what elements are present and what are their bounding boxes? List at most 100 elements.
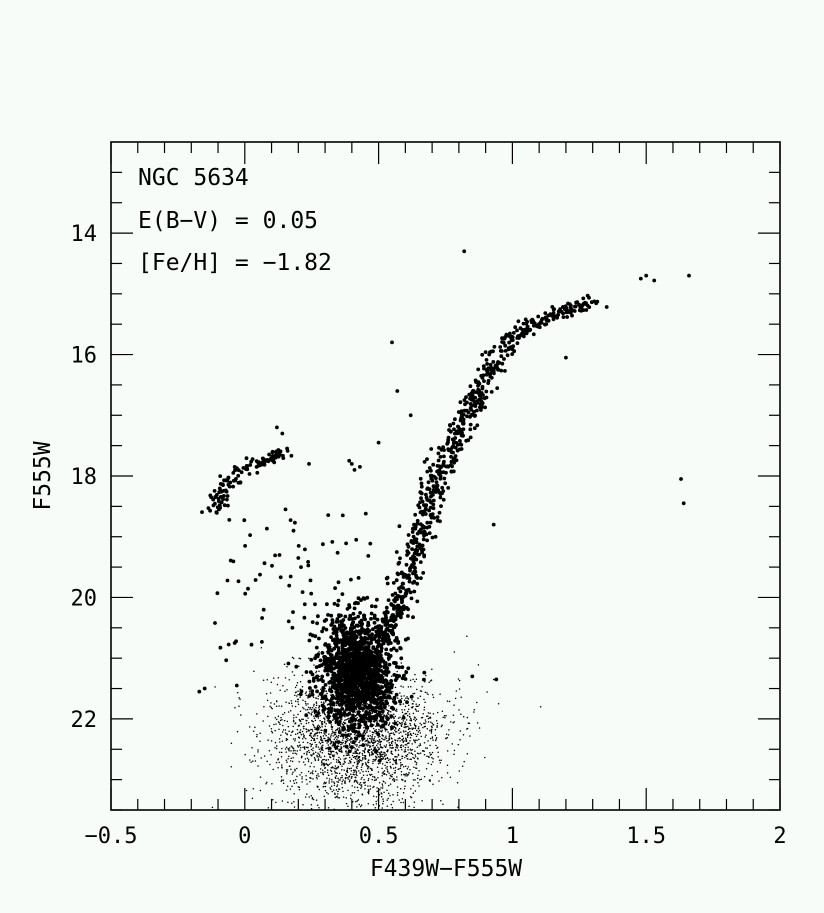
faint-star-point bbox=[400, 773, 403, 776]
faint-star-point bbox=[400, 695, 403, 697]
faint-star-point bbox=[466, 716, 469, 719]
faint-star-point bbox=[381, 763, 384, 765]
faint-star-point bbox=[469, 735, 471, 737]
faint-star-point bbox=[406, 734, 409, 737]
star-point bbox=[425, 469, 430, 474]
star-point bbox=[367, 634, 372, 638]
star-point bbox=[494, 677, 499, 682]
faint-star-point bbox=[332, 731, 334, 734]
faint-star-point bbox=[327, 807, 330, 809]
star-point bbox=[515, 341, 520, 346]
faint-star-point bbox=[293, 720, 295, 723]
star-point bbox=[340, 670, 345, 675]
star-point bbox=[346, 682, 350, 687]
faint-star-point bbox=[310, 708, 313, 711]
faint-star-point bbox=[367, 720, 369, 723]
star-point bbox=[380, 724, 384, 728]
star-point bbox=[336, 669, 341, 674]
star-point bbox=[419, 576, 423, 580]
faint-star-point bbox=[312, 724, 315, 727]
faint-star-point bbox=[256, 735, 258, 738]
faint-star-point bbox=[337, 781, 340, 783]
star-point bbox=[373, 709, 378, 714]
faint-star-point bbox=[276, 683, 279, 686]
faint-star-point bbox=[410, 706, 413, 709]
faint-star-point bbox=[332, 719, 334, 722]
star-point bbox=[363, 511, 368, 516]
star-point bbox=[234, 467, 238, 472]
faint-star-point bbox=[402, 720, 405, 722]
faint-star-point bbox=[324, 771, 326, 773]
star-point bbox=[352, 725, 356, 730]
faint-star-point bbox=[302, 718, 304, 721]
faint-star-point bbox=[417, 705, 419, 707]
faint-star-point bbox=[277, 677, 280, 679]
faint-star-point bbox=[381, 783, 384, 785]
faint-star-point bbox=[394, 686, 397, 689]
star-point bbox=[406, 587, 411, 592]
star-point bbox=[376, 672, 381, 677]
faint-star-point bbox=[411, 743, 413, 745]
star-point bbox=[347, 711, 352, 716]
faint-star-point bbox=[354, 769, 356, 771]
faint-star-point bbox=[413, 700, 415, 703]
star-point bbox=[386, 652, 391, 657]
faint-star-point bbox=[335, 729, 337, 732]
faint-star-point bbox=[420, 735, 423, 738]
faint-star-point bbox=[371, 734, 374, 736]
faint-star-point bbox=[313, 708, 315, 710]
star-point bbox=[491, 522, 496, 527]
star-point bbox=[335, 550, 340, 555]
star-point bbox=[353, 672, 358, 677]
star-point bbox=[386, 619, 390, 624]
faint-star-point bbox=[382, 756, 384, 758]
star-point bbox=[470, 412, 474, 417]
faint-star-point bbox=[320, 737, 323, 740]
star-point bbox=[357, 722, 362, 727]
faint-star-point bbox=[348, 776, 350, 778]
star-point bbox=[415, 531, 420, 536]
faint-star-point bbox=[293, 793, 295, 795]
faint-star-point bbox=[355, 734, 358, 736]
faint-star-point bbox=[389, 711, 392, 713]
faint-star-point bbox=[369, 785, 371, 787]
faint-star-point bbox=[385, 767, 387, 769]
faint-star-point bbox=[321, 764, 323, 766]
faint-star-point bbox=[390, 752, 393, 755]
faint-star-point bbox=[418, 729, 421, 732]
faint-star-point bbox=[360, 769, 363, 771]
faint-star-point bbox=[271, 732, 274, 734]
faint-star-point bbox=[414, 717, 416, 719]
faint-star-point bbox=[473, 708, 476, 711]
faint-star-point bbox=[287, 757, 289, 760]
star-point bbox=[281, 456, 286, 460]
faint-star-point bbox=[335, 751, 338, 754]
faint-star-point bbox=[384, 737, 386, 739]
star-point bbox=[488, 350, 492, 355]
star-point bbox=[400, 665, 405, 670]
faint-star-point bbox=[332, 758, 335, 760]
star-point bbox=[561, 315, 566, 319]
faint-star-point bbox=[317, 724, 320, 727]
star-point bbox=[332, 683, 337, 688]
faint-star-point bbox=[394, 715, 397, 718]
star-point bbox=[307, 694, 312, 698]
faint-star-point bbox=[297, 725, 300, 727]
star-point bbox=[320, 629, 324, 634]
star-point bbox=[419, 481, 424, 486]
faint-star-point bbox=[377, 771, 380, 773]
faint-star-point bbox=[330, 785, 333, 787]
faint-star-point bbox=[275, 700, 278, 703]
star-point bbox=[370, 604, 374, 609]
star-point bbox=[518, 326, 523, 331]
faint-star-point bbox=[394, 761, 397, 763]
faint-star-point bbox=[367, 767, 369, 769]
star-point bbox=[422, 677, 426, 682]
faint-star-point bbox=[367, 759, 370, 761]
faint-star-point bbox=[275, 761, 278, 764]
faint-star-point bbox=[397, 749, 400, 751]
faint-star-point bbox=[429, 712, 431, 715]
faint-star-point bbox=[291, 773, 294, 775]
star-point bbox=[296, 556, 301, 560]
